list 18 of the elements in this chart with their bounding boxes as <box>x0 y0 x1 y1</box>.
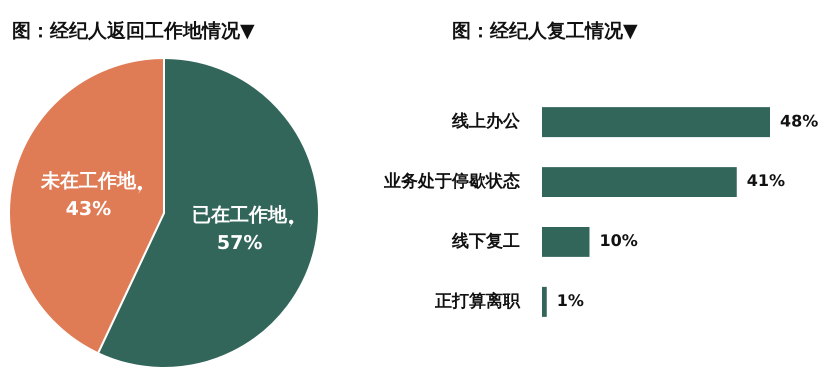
data-label: 10% <box>600 231 638 250</box>
data-label: 41% <box>746 171 786 190</box>
slice-label: 已在工作地 <box>192 204 288 226</box>
data-label: 1% <box>556 291 584 310</box>
slice-label: 未在工作地 <box>40 170 137 192</box>
y-tick-label: 业务处于停歇状态 <box>383 171 520 192</box>
chart-title: 图：经纪人返回工作地情况▼ <box>12 19 255 44</box>
bar <box>542 226 590 257</box>
bar <box>542 286 547 317</box>
y-tick-label: 线上办公 <box>451 112 521 132</box>
chart-title: 图：经纪人复工情况▼ <box>452 19 638 44</box>
y-tick-label: 正打算离职 <box>434 291 521 312</box>
data-label: 57% <box>216 232 262 254</box>
bar <box>542 167 737 198</box>
bar <box>542 107 770 138</box>
data-label: 43% <box>66 198 112 220</box>
y-tick-label: 线下复工 <box>451 231 520 252</box>
data-label: 48% <box>780 111 818 130</box>
